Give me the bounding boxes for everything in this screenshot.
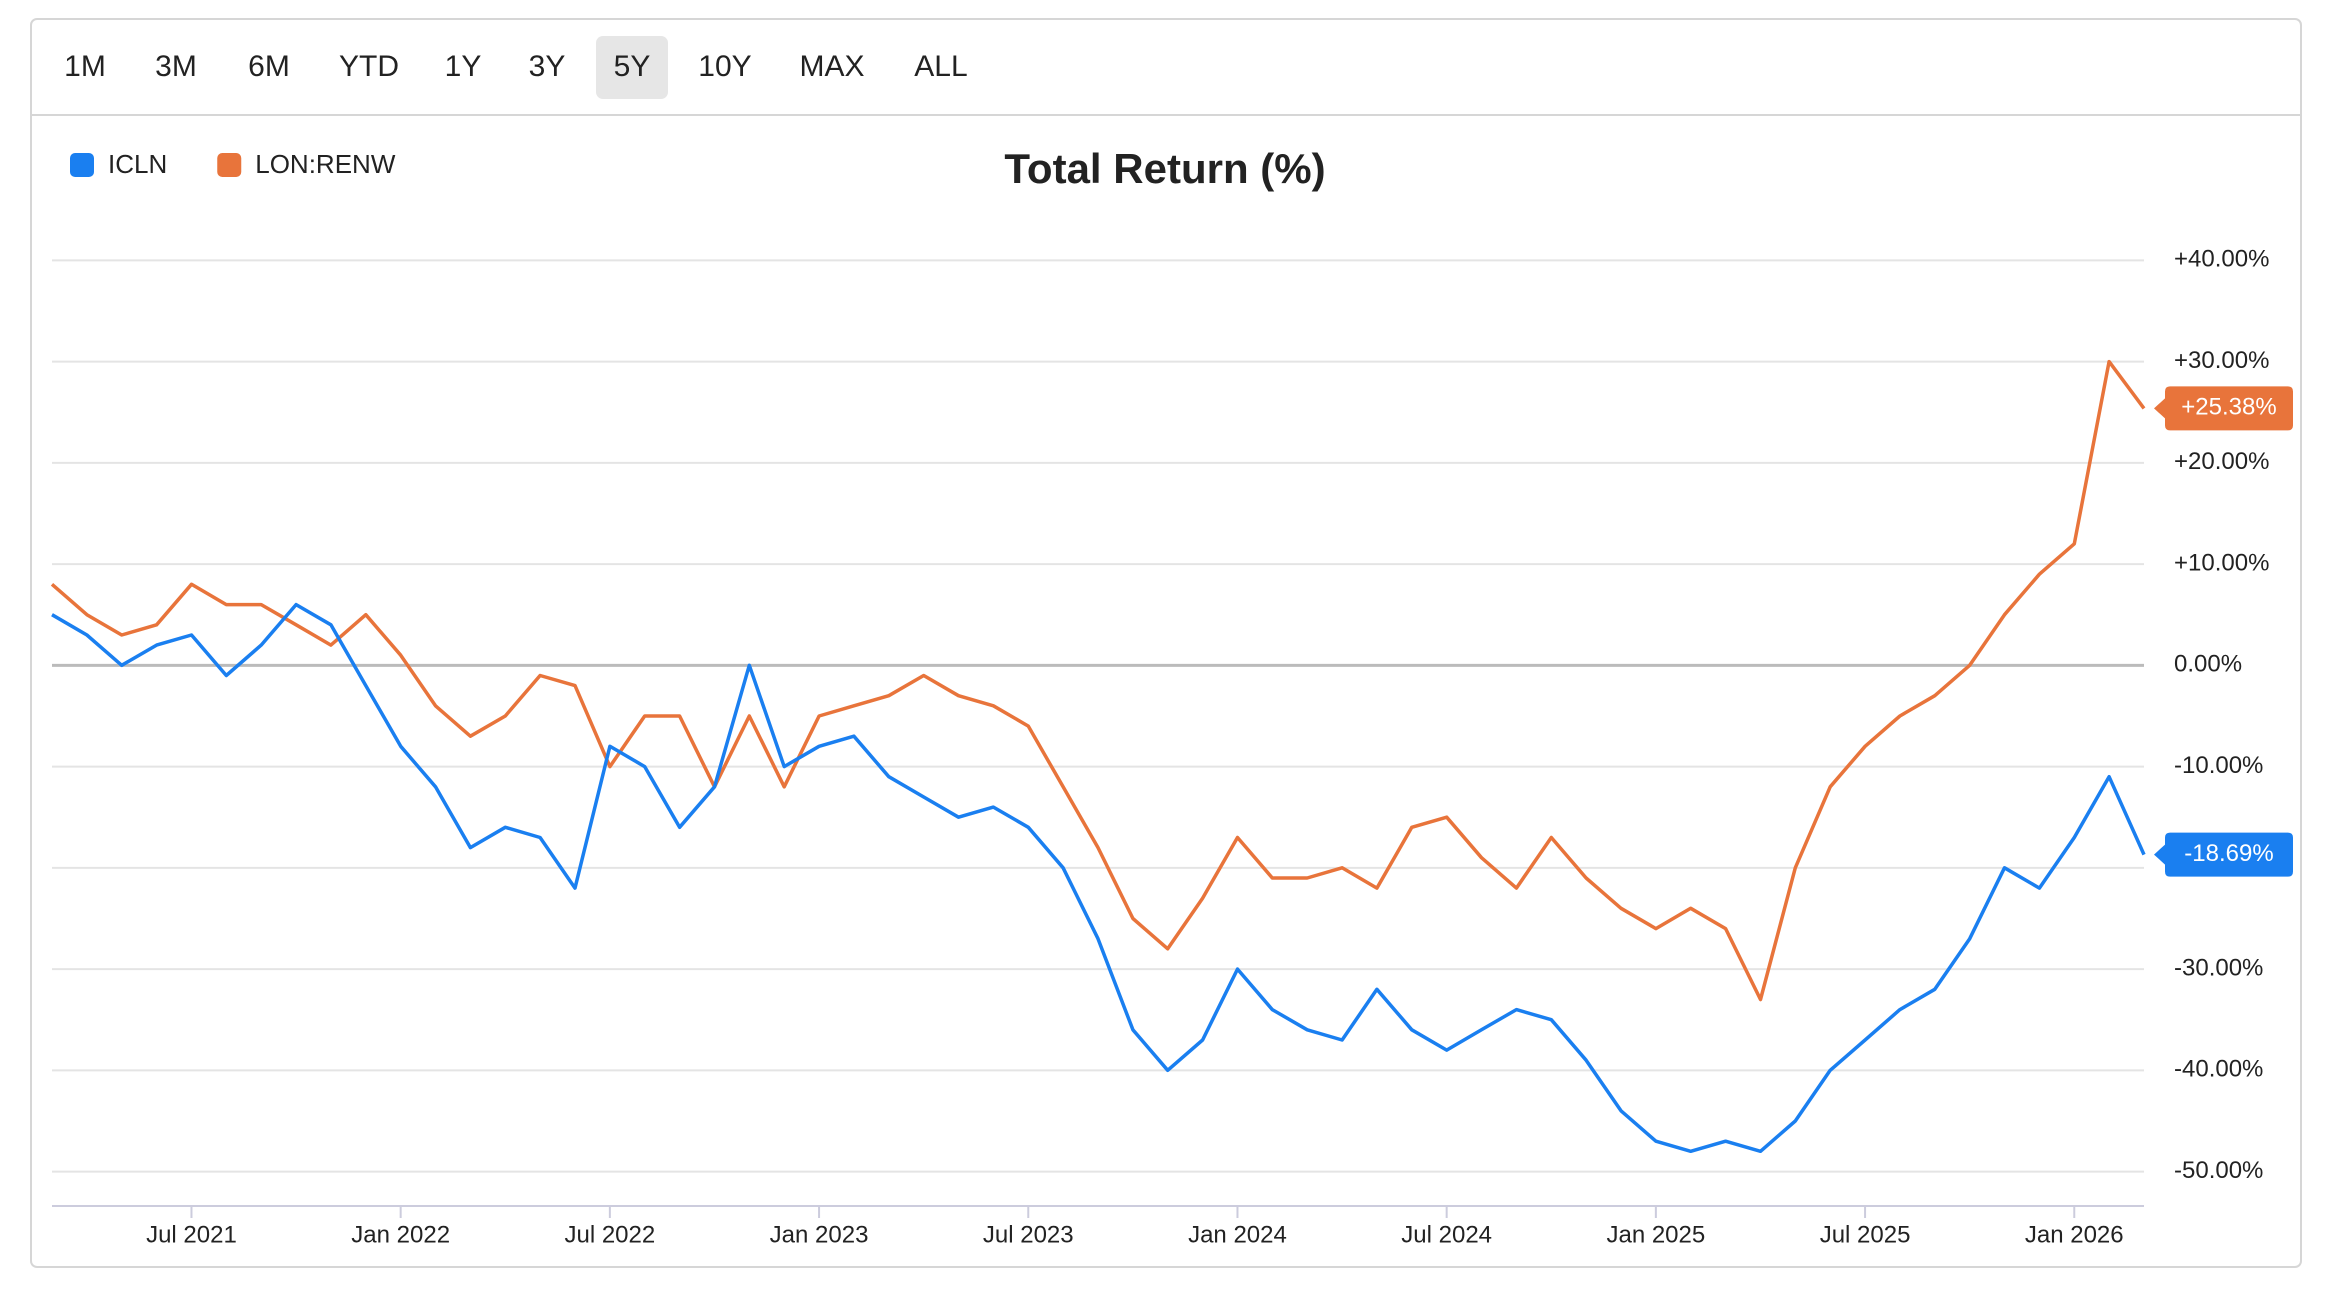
y-tick-label: 0.00% <box>2174 651 2242 678</box>
range-label[interactable]: 10Y <box>698 50 751 83</box>
range-button[interactable]: MAX <box>799 50 864 83</box>
legend-label: LON:RENW <box>255 149 396 179</box>
x-tick-label: Jul 2021 <box>146 1221 237 1248</box>
range-label[interactable]: YTD <box>339 50 399 83</box>
end-label-text: -18.69% <box>2184 840 2273 867</box>
y-tick-label: +20.00% <box>2174 448 2269 475</box>
range-button[interactable]: YTD <box>339 50 399 83</box>
range-label[interactable]: 5Y <box>614 50 651 83</box>
range-buttons: 1M 3M 6M YTD 1Y 3Y 5Y 10Y MAX ALL <box>64 36 968 99</box>
x-tick-label: Jul 2025 <box>1820 1221 1911 1248</box>
x-tick-label: Jan 2023 <box>770 1221 869 1248</box>
end-label: -18.69% <box>2154 832 2293 877</box>
chart-title: Total Return (%) <box>1004 145 1325 192</box>
y-tick-label: +40.00% <box>2174 246 2269 273</box>
end-label-box <box>2154 832 2293 877</box>
y-tick-label: -40.00% <box>2174 1056 2263 1083</box>
end-label: +25.38% <box>2154 386 2293 431</box>
x-tick-label: Jul 2023 <box>983 1221 1074 1248</box>
legend-item[interactable]: ICLN <box>70 149 167 179</box>
y-tick-label: +30.00% <box>2174 347 2269 374</box>
range-button[interactable]: 3M <box>155 50 197 83</box>
end-label-text: +25.38% <box>2181 394 2276 421</box>
range-button[interactable]: 10Y <box>698 50 751 83</box>
legend-item[interactable]: LON:RENW <box>217 149 396 179</box>
end-label-box <box>2154 386 2293 431</box>
range-button[interactable]: 1M <box>64 50 106 83</box>
x-tick-label: Jan 2026 <box>2025 1221 2124 1248</box>
range-button[interactable]: 5Y <box>596 36 668 99</box>
range-button[interactable]: 3Y <box>529 50 566 83</box>
plot: ICLN LON:RENW +40.00% +30.00% +20.00% +10.00%… <box>50 149 2293 1248</box>
legend-label: ICLN <box>108 149 167 179</box>
series-line <box>50 359 2146 1002</box>
card <box>30 18 2302 1268</box>
y-tick-label: -30.00% <box>2174 954 2263 981</box>
range-label[interactable]: MAX <box>799 50 864 83</box>
x-tick-label: Jan 2022 <box>351 1221 450 1248</box>
x-tick-label: Jul 2022 <box>564 1221 655 1248</box>
range-label[interactable]: ALL <box>914 50 967 83</box>
selected-bg <box>596 36 668 99</box>
y-tick-label: -50.00% <box>2174 1157 2263 1184</box>
range-label[interactable]: 1M <box>64 50 106 83</box>
y-tick-label: -10.00% <box>2174 752 2263 779</box>
series-line <box>51 602 2146 1154</box>
range-label[interactable]: 6M <box>248 50 290 83</box>
legend-swatch <box>217 153 242 177</box>
y-tick-label: +10.00% <box>2174 549 2269 576</box>
x-tick-label: Jul 2024 <box>1401 1221 1492 1248</box>
x-tick-label: Jan 2025 <box>1606 1221 1705 1248</box>
x-tick-label: Jan 2024 <box>1188 1221 1287 1248</box>
range-button[interactable]: ALL <box>914 50 967 83</box>
legend-swatch <box>70 153 94 177</box>
range-label[interactable]: 3Y <box>529 50 566 83</box>
range-label[interactable]: 3M <box>155 50 197 83</box>
range-button[interactable]: 6M <box>248 50 290 83</box>
range-button[interactable]: 1Y <box>445 50 482 83</box>
range-label[interactable]: 1Y <box>445 50 482 83</box>
